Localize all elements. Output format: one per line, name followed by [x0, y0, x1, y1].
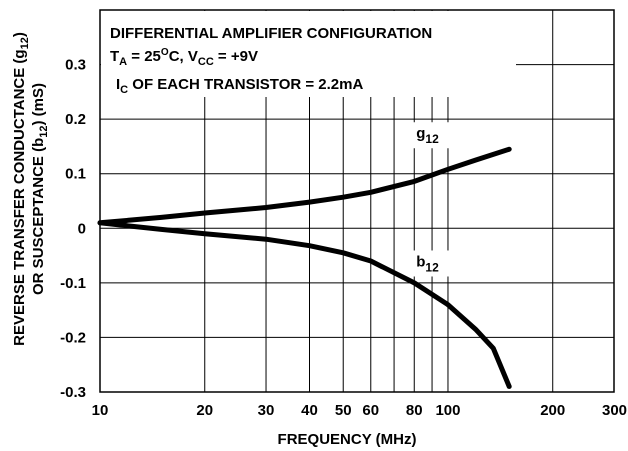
x-tick-label: 60	[362, 402, 379, 419]
x-tick-label: 200	[540, 402, 565, 419]
x-tick-label: 300	[602, 402, 627, 419]
x-tick-labels: 10 20 30 40 50 60 80 100 200 300	[92, 402, 627, 419]
x-tick-label: 40	[301, 402, 318, 419]
y-tick-label: 0.3	[65, 57, 86, 74]
b12-label-background	[412, 250, 453, 277]
x-tick-label: 80	[406, 402, 423, 419]
series-line-b12	[97, 220, 512, 389]
y-tick-label: -0.2	[60, 329, 86, 346]
x-tick-label: 10	[92, 402, 109, 419]
y-tick-label: 0.2	[65, 111, 86, 128]
plot-frame	[99, 9, 615, 393]
y-tick-label: -0.1	[60, 275, 86, 292]
x-axis-title: FREQUENCY (MHz)	[278, 431, 417, 448]
annotation-line-2: TA = 25OC, VCC = +9V	[110, 47, 258, 68]
x-tick-label: 20	[196, 402, 213, 419]
x-tick-label: 50	[335, 402, 352, 419]
series-line-g12	[97, 146, 512, 226]
g12-label-background	[412, 122, 451, 149]
y-tick-label: -0.3	[60, 384, 86, 401]
annotation-line-3: IC OF EACH TRANSISTOR = 2.2mA	[116, 76, 363, 96]
y-tick-label: 0.1	[65, 166, 86, 183]
y-axis-title-line-1: REVERSE TRANSFER CONDUCTANCE (g12)	[11, 32, 31, 346]
y-axis-title-line-2: OR SUSCEPTANCE (b12) (mS)	[30, 83, 50, 295]
y-axis-title: REVERSE TRANSFER CONDUCTANCE (g12) OR SU…	[11, 32, 50, 346]
x-tick-label: 30	[258, 402, 275, 419]
y-tick-label: 0	[78, 220, 86, 237]
y-tick-labels: 0.3 0.2 0.1 0 -0.1 -0.2 -0.3	[60, 57, 86, 401]
annotation-background	[101, 11, 516, 97]
x-tick-label: 100	[435, 402, 460, 419]
series-layer	[97, 146, 512, 389]
annotation-line-1: DIFFERENTIAL AMPLIFIER CONFIGURATION	[110, 25, 432, 42]
